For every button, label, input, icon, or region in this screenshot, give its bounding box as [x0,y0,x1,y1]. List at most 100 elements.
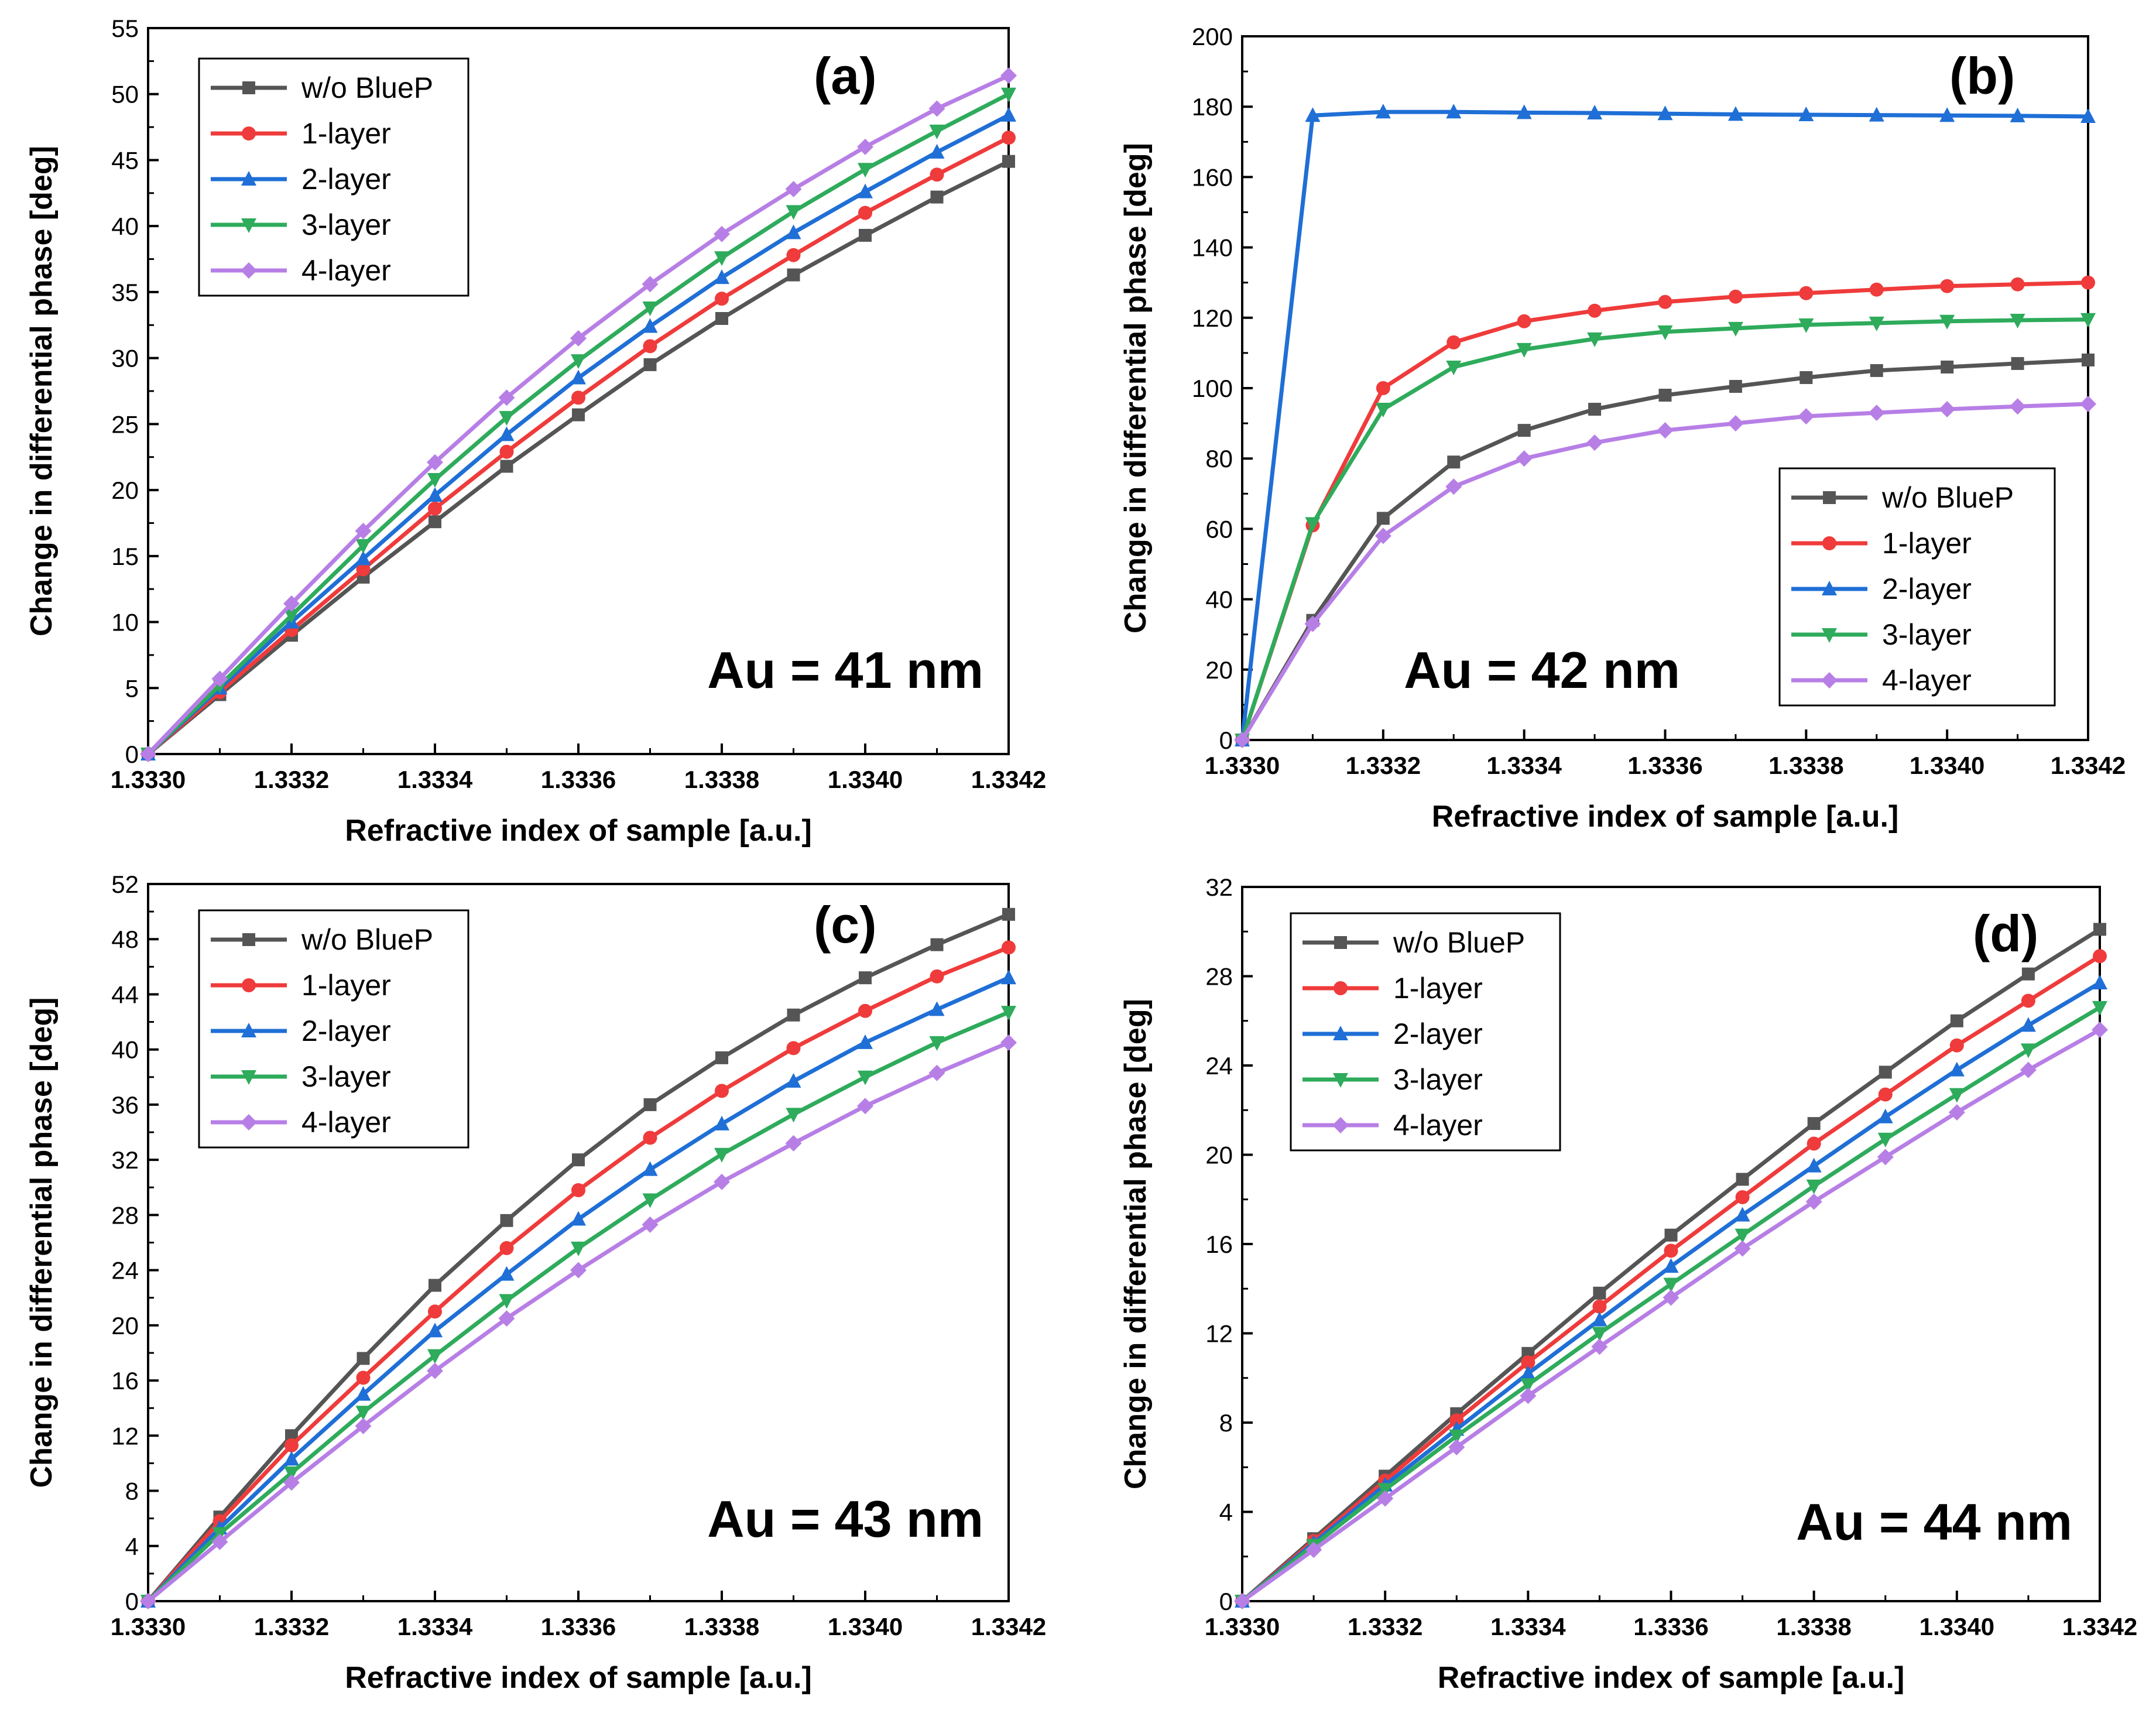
data-point [1588,403,1602,416]
y-tick-label: 10 [111,609,139,636]
y-tick-label: 80 [1205,445,1233,472]
data-point [715,312,728,325]
data-point [2093,949,2107,964]
data-point [1727,321,1743,337]
data-point [2093,923,2106,936]
data-point [857,138,873,155]
data-point [714,1173,730,1190]
x-tick-label: 1.3330 [111,766,186,793]
data-point [1798,408,1815,425]
data-point [1305,517,1321,532]
data-point [499,1266,515,1281]
data-point [211,1533,228,1550]
data-point [211,670,228,687]
series-3-layer [140,1006,1016,1609]
data-point [2020,1043,2036,1058]
y-tick-label: 160 [1192,163,1233,191]
data-point [1664,1228,1678,1242]
data-point [928,1064,945,1081]
data-point [1449,1413,1464,1428]
data-point [1879,1065,1892,1079]
data-point [427,1322,443,1338]
data-point [285,1429,298,1443]
y-tick-label: 12 [111,1422,139,1450]
y-tick-label: 32 [1205,873,1233,901]
data-point [930,167,944,182]
data-point [427,473,443,488]
data-point [1001,107,1016,122]
data-point [571,369,586,385]
data-point [1305,1541,1322,1558]
x-tick-label: 1.3334 [397,766,473,793]
legend-marker [1822,536,1836,550]
legend-marker [1334,981,1348,995]
data-point [1592,1311,1607,1327]
x-tick-label: 1.3330 [1205,1613,1280,1640]
legend: w/o BlueP 1-layer 2-layer 3-layer 4-layer [1778,467,2056,707]
legend-box [1778,467,2056,707]
x-tick-label: 1.3340 [828,766,903,793]
x-tick-label: 1.3338 [684,1613,759,1640]
data-point [2080,313,2096,328]
thickness-annotation: Au = 43 nm [707,1490,983,1548]
data-point [1805,1193,1822,1210]
data-point [2092,1001,2107,1016]
legend-label: w/o BlueP [1393,926,1525,959]
x-axis-label: Refractive index of sample [a.u.] [345,814,812,848]
data-point [1806,1157,1822,1173]
data-point [2080,396,2096,413]
y-tick-label: 12 [1205,1320,1233,1348]
data-point [429,1279,441,1292]
x-tick-label: 1.3332 [254,766,329,793]
data-point [643,1098,657,1111]
data-point [786,1041,801,1056]
legend: w/o BlueP 1-layer 2-layer 3-layer 4-layer [198,57,469,297]
y-tick-label: 20 [1205,1142,1233,1169]
data-point [355,522,372,539]
data-point [355,1386,371,1401]
data-point [714,1115,729,1130]
data-point [1948,1104,1965,1121]
data-point [500,460,513,473]
data-point [357,1352,370,1365]
data-point [1517,314,1531,328]
chart-panel-2: 0 20 40 60 80 100 120 140 160 180 200 1.3330 1.3332 1… [1119,23,2126,834]
data-point [1663,1258,1679,1273]
series-4-layer [140,1034,1017,1609]
data-point [499,426,515,441]
legend-marker [241,1070,256,1085]
data-point [428,1304,442,1319]
data-point [1940,279,1955,293]
data-point [285,1438,299,1452]
data-point [1877,1108,1893,1123]
x-tick-label: 1.3342 [971,766,1046,793]
x-tick-label: 1.3336 [1627,752,1702,779]
x-tick-label: 1.3334 [1490,1613,1566,1640]
data-point [2009,398,2026,415]
data-point [1941,360,1954,374]
legend-label: w/o BlueP [301,923,433,956]
data-point [1868,405,1885,422]
data-point [1869,316,1884,331]
data-point [1588,303,1602,318]
data-point [1735,1207,1750,1222]
data-point [356,1370,371,1385]
y-tick-label: 60 [1205,515,1233,543]
x-tick-label: 1.3342 [2051,752,2126,779]
data-point [1593,1286,1606,1300]
legend-marker [241,1023,256,1037]
data-point [642,1161,658,1176]
y-tick-label: 4 [1219,1499,1233,1526]
legend-label: 2-layer [301,1015,391,1047]
data-point [1799,371,1813,384]
data-point [642,1216,659,1233]
series-1-layer [1235,275,2095,747]
data-point [858,183,873,198]
data-point [858,205,872,220]
y-tick-label: 45 [111,146,139,174]
data-point [1234,732,1250,748]
x-tick-label: 1.3336 [541,1613,616,1640]
data-point [140,1593,156,1609]
y-tick-label: 44 [111,981,139,1008]
data-point [929,1036,945,1051]
